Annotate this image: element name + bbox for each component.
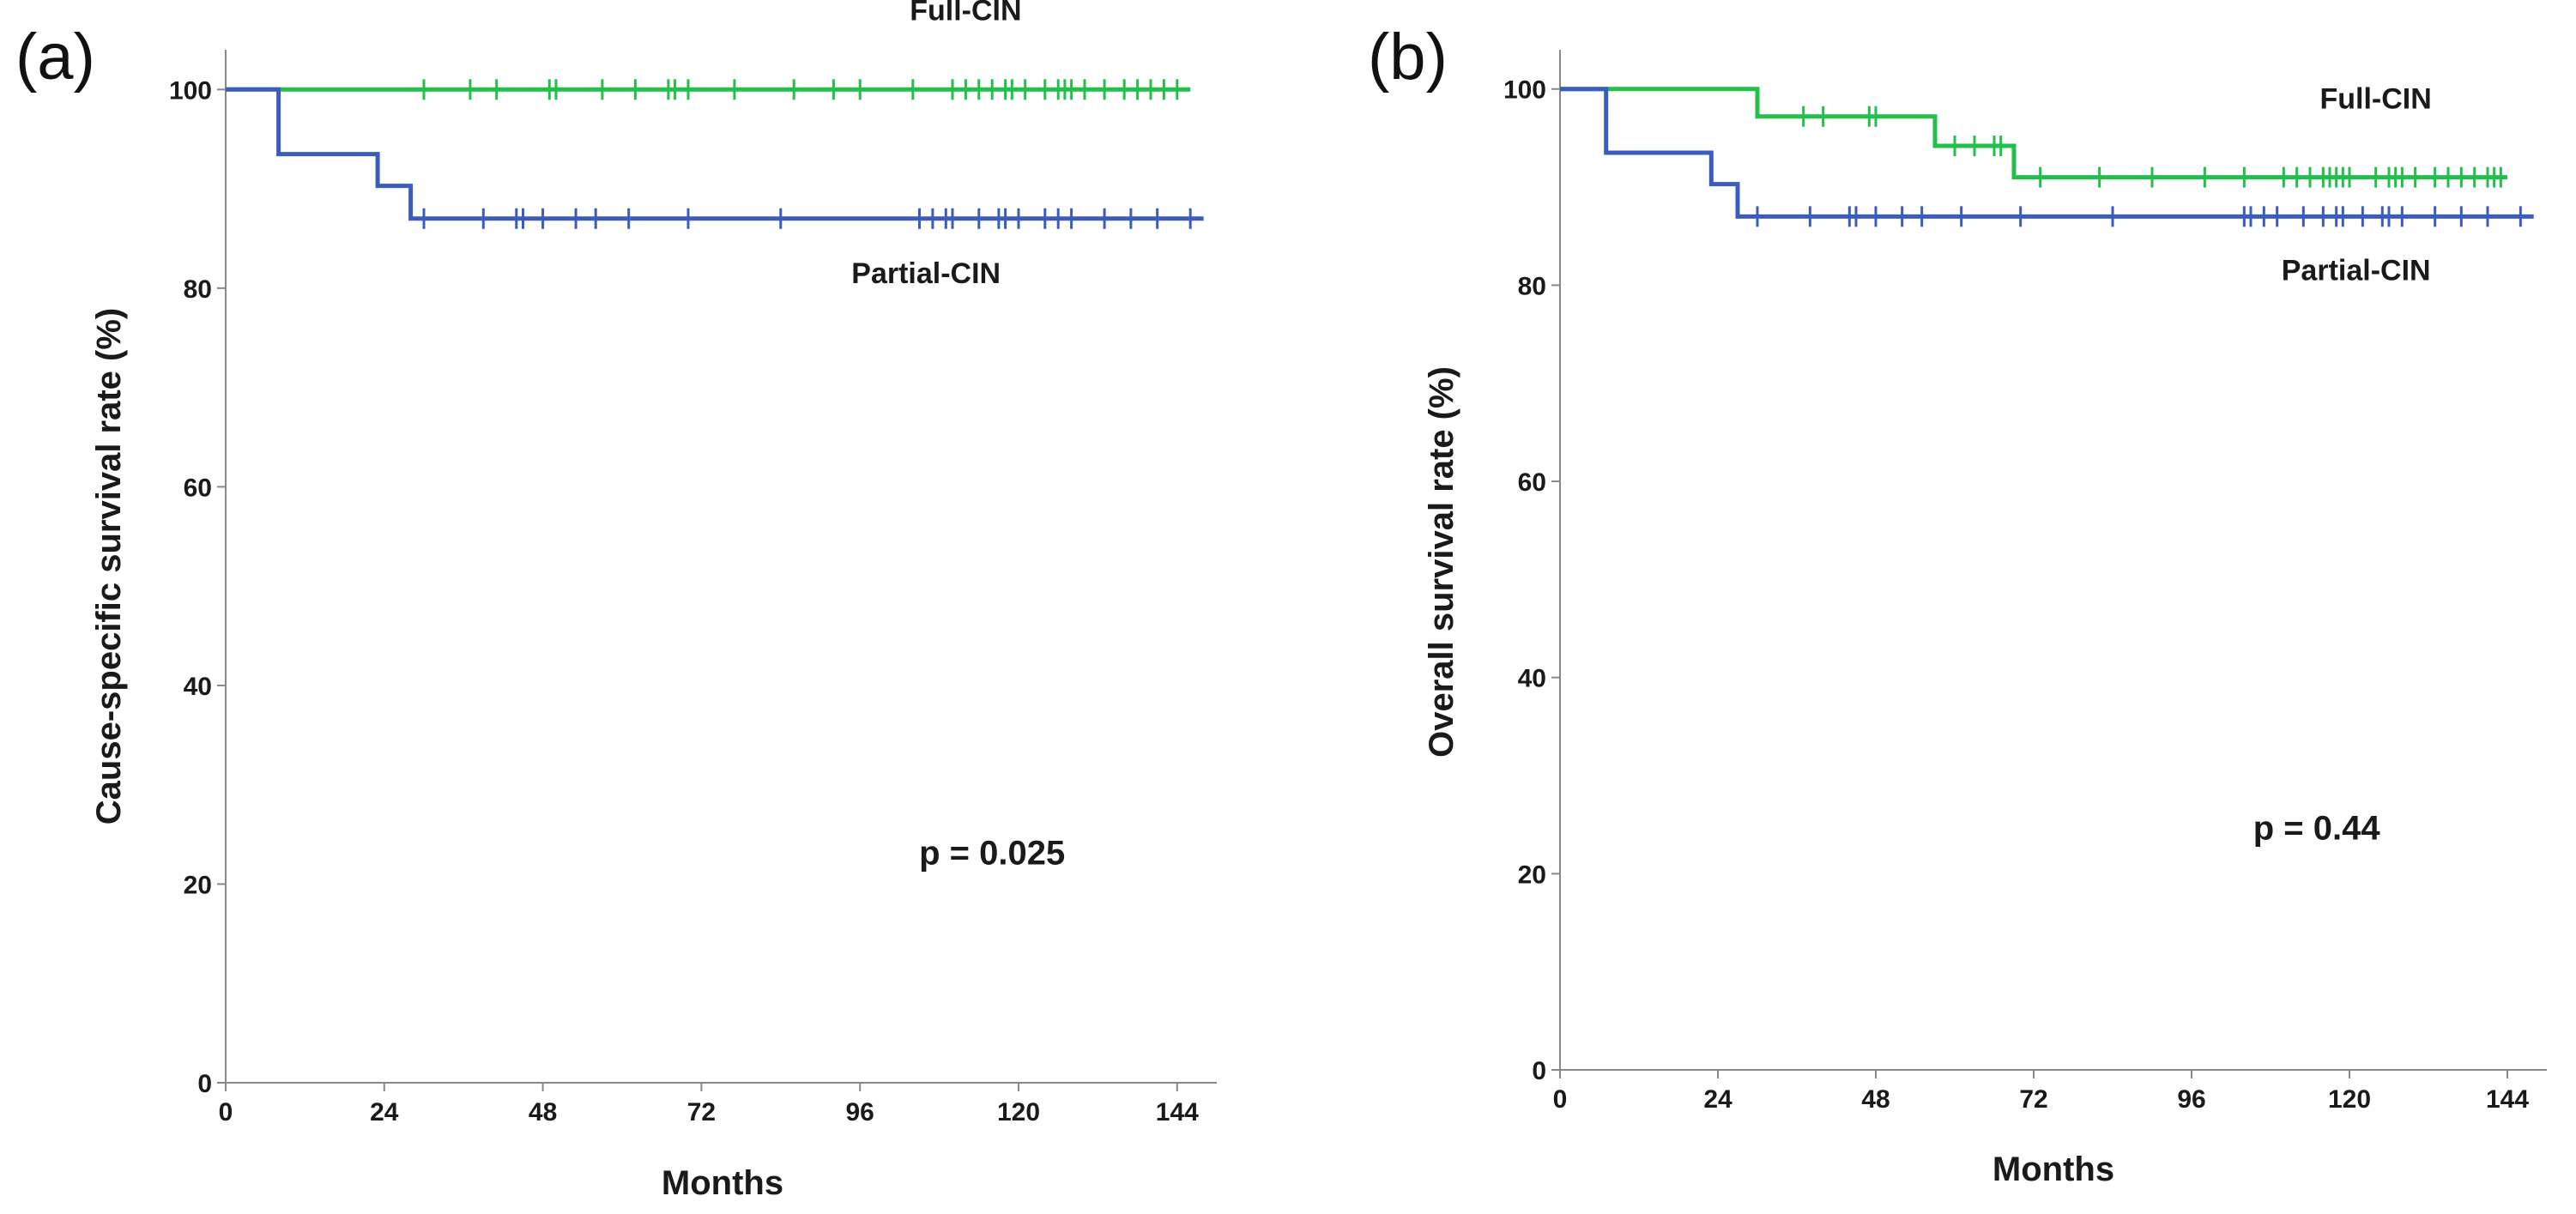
panel-a: (a) Cause-specific survival rate (%) Mon…	[15, 0, 1217, 1202]
series-label: Full-CIN	[910, 0, 1021, 27]
y-tick-label: 80	[1518, 272, 1546, 300]
y-tick-label: 60	[1518, 468, 1546, 497]
x-ticks: 0 24 48 72 96 120 144	[1553, 1070, 2529, 1114]
y-tick-label: 40	[184, 673, 212, 701]
x-tick-label: 144	[2486, 1085, 2529, 1114]
series-partial-cin	[226, 87, 1204, 229]
series-label: Partial-CIN	[851, 257, 1001, 290]
p-value: p = 0.025	[919, 834, 1065, 872]
x-tick-label: 24	[370, 1098, 399, 1126]
x-axis-title: Months	[662, 1164, 783, 1202]
survival-curve-partial-cin	[226, 87, 1204, 221]
y-tick-label: 80	[184, 275, 212, 304]
survival-curve-partial-cin	[1560, 87, 2534, 219]
x-tick-label: 72	[2019, 1085, 2047, 1114]
p-value: p = 0.44	[2253, 809, 2381, 847]
y-ticks: 0 20 40 60 80 100	[1503, 76, 1560, 1085]
y-tick-label: 100	[1503, 76, 1546, 105]
y-tick-label: 20	[1518, 861, 1546, 889]
series-group	[1560, 87, 2534, 227]
x-tick-label: 96	[2177, 1085, 2205, 1114]
x-tick-label: 24	[1703, 1085, 1732, 1114]
y-axis-title: Cause-specific survival rate (%)	[90, 308, 128, 824]
y-tick-label: 0	[197, 1070, 212, 1098]
panel-b: (b) Overall survival rate (%) Months 0 24…	[1368, 21, 2547, 1188]
plot-area: 0 24 48 72 96 120 144 0 20 40 60 80 100 Full-CIN Par…	[1503, 50, 2547, 1114]
series-full-cin	[226, 79, 1191, 100]
series-label: Partial-CIN	[2282, 255, 2431, 287]
x-tick-label: 144	[1156, 1098, 1199, 1126]
y-tick-label: 0	[1532, 1057, 1546, 1085]
y-axis-title: Overall survival rate (%)	[1423, 366, 1460, 758]
x-axis-title: Months	[1992, 1151, 2114, 1188]
y-tick-label: 60	[184, 474, 212, 502]
x-tick-label: 0	[1553, 1085, 1568, 1114]
series-group	[226, 79, 1204, 229]
x-tick-label: 120	[2328, 1085, 2371, 1114]
survival-curve-full-cin	[1560, 87, 2507, 180]
y-tick-label: 20	[184, 871, 212, 899]
x-tick-label: 48	[529, 1098, 557, 1126]
x-tick-label: 48	[1861, 1085, 1890, 1114]
y-ticks: 0 20 40 60 80 100	[169, 76, 226, 1098]
series-labels: Full-CIN Partial-CIN	[851, 0, 1021, 290]
series-partial-cin	[1560, 87, 2534, 227]
x-tick-label: 96	[846, 1098, 874, 1126]
series-labels: Full-CIN Partial-CIN	[2282, 83, 2432, 287]
series-full-cin	[1560, 87, 2507, 188]
x-tick-label: 120	[997, 1098, 1040, 1126]
series-label: Full-CIN	[2320, 83, 2432, 116]
x-ticks: 0 24 48 72 96 120 144	[219, 1083, 1199, 1126]
x-tick-label: 72	[687, 1098, 716, 1126]
panel-label: (a)	[15, 21, 95, 94]
x-tick-label: 0	[219, 1098, 233, 1126]
y-tick-label: 100	[169, 76, 212, 105]
panel-label: (b)	[1368, 21, 1448, 94]
plot-area: 0 24 48 72 96 120 144 0 20 40 60 80 100 Full-CIN Par…	[169, 0, 1217, 1126]
y-tick-label: 40	[1518, 665, 1546, 693]
